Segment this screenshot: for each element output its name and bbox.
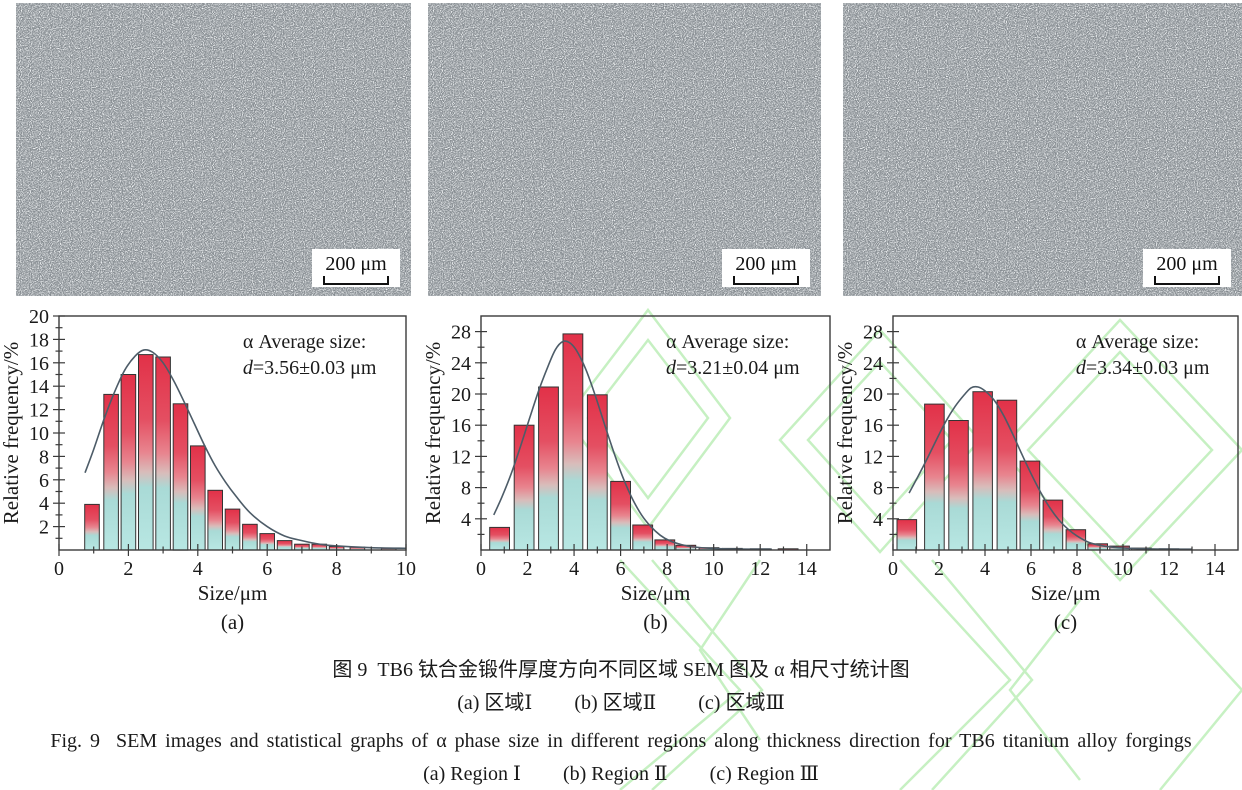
svg-text:10: 10 [396, 558, 416, 580]
sem-image-region-1: 200 μm [16, 3, 411, 296]
sem-image-region-2: 200 μm [428, 3, 821, 296]
caption-zh-sub-a: (a) 区域Ⅰ [457, 692, 533, 714]
svg-text:4: 4 [980, 558, 990, 580]
svg-text:10: 10 [29, 423, 49, 445]
caption-en-sub-a: (a) Region Ⅰ [423, 763, 521, 785]
svg-text:8: 8 [332, 558, 342, 580]
panel-label: (a) [221, 610, 244, 634]
x-axis-label: Size/μm [1031, 581, 1101, 605]
svg-text:20: 20 [451, 384, 471, 406]
svg-text:8: 8 [1072, 558, 1082, 580]
scale-bar-label: 200 μm [735, 252, 797, 275]
svg-text:16: 16 [863, 415, 883, 437]
svg-text:8: 8 [39, 446, 49, 468]
scale-bar: 200 μm [1143, 249, 1231, 287]
scale-bar: 200 μm [312, 249, 400, 287]
scale-bar-label: 200 μm [325, 252, 387, 275]
annotation-average-size: α Average size: [243, 331, 366, 353]
scale-bar-label: 200 μm [1156, 252, 1218, 275]
svg-text:6: 6 [616, 558, 626, 580]
svg-text:14: 14 [1205, 558, 1225, 580]
svg-text:4: 4 [461, 509, 471, 531]
fit-curve [84, 348, 407, 550]
caption-zh-title: 图 9 TB6 钛合金锻件厚度方向不同区域 SEM 图及 α 相尺寸统计图 [332, 659, 910, 681]
svg-text:14: 14 [29, 376, 49, 398]
sem-micrograph-texture [16, 3, 411, 296]
svg-text:12: 12 [451, 446, 471, 468]
x-axis-label: Size/μm [198, 581, 268, 605]
scale-bar-bracket [1154, 275, 1220, 285]
annotation-d-value: d=3.34±0.03 μm [1076, 357, 1210, 379]
annotation-d-value: d=3.56±0.03 μm [243, 357, 377, 379]
svg-text:28: 28 [863, 322, 883, 344]
y-axis-label: Relative frequency/% [833, 342, 857, 525]
svg-text:24: 24 [451, 353, 471, 375]
svg-text:4: 4 [569, 558, 579, 580]
svg-text:6: 6 [262, 558, 272, 580]
sem-micrograph-texture [843, 3, 1242, 296]
caption-zh-sub-b: (b) 区域Ⅱ [574, 692, 657, 714]
svg-text:16: 16 [451, 415, 471, 437]
svg-text:0: 0 [888, 558, 898, 580]
scale-bar: 200 μm [722, 249, 810, 287]
y-axis-label: Relative frequency/% [0, 342, 23, 525]
svg-text:2: 2 [123, 558, 133, 580]
caption-en-sub: (a) Region Ⅰ (b) Region Ⅱ (c) Region Ⅲ [0, 762, 1242, 786]
svg-text:0: 0 [54, 558, 64, 580]
x-axis-label: Size/μm [621, 581, 691, 605]
svg-text:12: 12 [1159, 558, 1179, 580]
axis-ticks [53, 315, 407, 556]
annotation-average-size: α Average size: [1076, 331, 1199, 353]
svg-text:24: 24 [863, 353, 883, 375]
svg-text:2: 2 [39, 517, 49, 539]
svg-text:8: 8 [461, 478, 471, 500]
svg-text:2: 2 [934, 558, 944, 580]
histogram-bars [84, 354, 397, 551]
caption-en-sub-c: (c) Region Ⅲ [709, 763, 819, 785]
annotation-average-size: α Average size: [666, 331, 789, 353]
svg-text:18: 18 [29, 329, 49, 351]
scale-bar-bracket [323, 275, 389, 285]
caption-en-sub-b: (b) Region Ⅱ [562, 763, 668, 785]
svg-text:20: 20 [29, 306, 49, 328]
svg-text:8: 8 [662, 558, 672, 580]
svg-text:6: 6 [39, 470, 49, 492]
caption-en-title: Fig. 9 SEM images and statistical graphs… [50, 730, 1192, 752]
svg-text:16: 16 [29, 353, 49, 375]
svg-text:10: 10 [1113, 558, 1133, 580]
panel-label: (b) [643, 610, 668, 634]
sem-micrograph-texture [428, 3, 821, 296]
panel-label: (c) [1054, 610, 1077, 634]
sem-image-region-3: 200 μm [843, 3, 1242, 296]
svg-text:6: 6 [1026, 558, 1036, 580]
svg-text:2: 2 [523, 558, 533, 580]
y-axis-label: Relative frequency/% [421, 342, 445, 525]
caption-zh-sub: (a) 区域Ⅰ (b) 区域Ⅱ (c) 区域Ⅲ [0, 691, 1242, 715]
svg-text:20: 20 [863, 384, 883, 406]
caption-zh-sub-c: (c) 区域Ⅲ [698, 692, 785, 714]
svg-text:4: 4 [193, 558, 203, 580]
svg-text:28: 28 [451, 322, 471, 344]
svg-text:10: 10 [704, 558, 724, 580]
svg-text:0: 0 [476, 558, 486, 580]
histogram-bars [896, 391, 1180, 551]
svg-text:8: 8 [873, 478, 883, 500]
svg-text:4: 4 [39, 493, 49, 515]
svg-text:4: 4 [873, 509, 883, 531]
annotation-d-value: d=3.21±0.04 μm [666, 357, 800, 379]
svg-text:12: 12 [750, 558, 770, 580]
scale-bar-bracket [733, 275, 799, 285]
svg-text:14: 14 [797, 558, 817, 580]
svg-text:12: 12 [29, 400, 49, 422]
svg-text:12: 12 [863, 446, 883, 468]
